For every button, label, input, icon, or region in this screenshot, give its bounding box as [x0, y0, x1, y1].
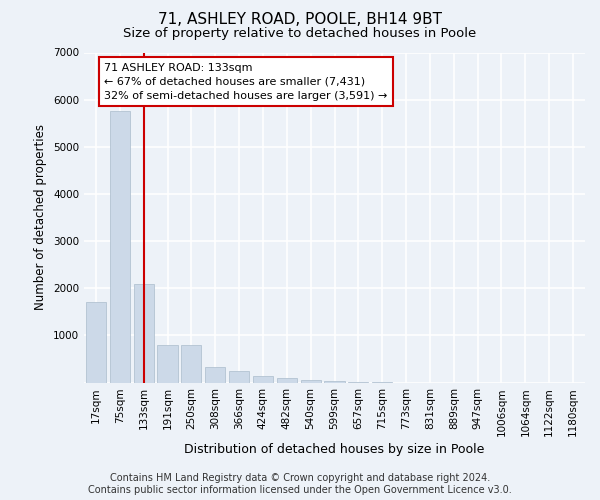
Bar: [253, 376, 273, 382]
Text: Size of property relative to detached houses in Poole: Size of property relative to detached ho…: [124, 28, 476, 40]
Bar: [229, 370, 249, 382]
Bar: [277, 378, 297, 382]
Text: Contains HM Land Registry data © Crown copyright and database right 2024.
Contai: Contains HM Land Registry data © Crown c…: [88, 474, 512, 495]
Bar: [181, 345, 202, 383]
Y-axis label: Number of detached properties: Number of detached properties: [34, 124, 47, 310]
X-axis label: Distribution of detached houses by size in Poole: Distribution of detached houses by size …: [184, 443, 485, 456]
Bar: [134, 284, 154, 382]
Bar: [301, 380, 321, 382]
Bar: [157, 345, 178, 383]
Bar: [205, 368, 226, 382]
Bar: [86, 302, 106, 382]
Text: 71 ASHLEY ROAD: 133sqm
← 67% of detached houses are smaller (7,431)
32% of semi-: 71 ASHLEY ROAD: 133sqm ← 67% of detached…: [104, 63, 388, 101]
Text: 71, ASHLEY ROAD, POOLE, BH14 9BT: 71, ASHLEY ROAD, POOLE, BH14 9BT: [158, 12, 442, 28]
Bar: [325, 381, 344, 382]
Bar: [110, 112, 130, 382]
